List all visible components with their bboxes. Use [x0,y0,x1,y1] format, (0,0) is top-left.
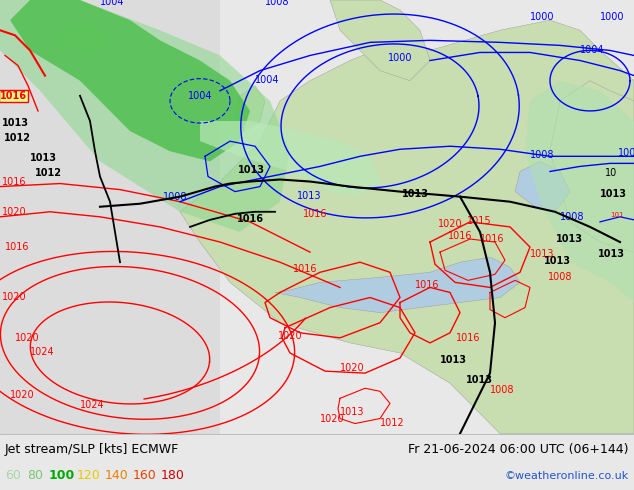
Text: Jet stream/SLP [kts] ECMWF: Jet stream/SLP [kts] ECMWF [5,443,179,456]
Text: 1000: 1000 [530,12,555,22]
Text: 1000: 1000 [600,12,624,22]
Text: 1015: 1015 [467,216,491,226]
Text: 1004: 1004 [188,91,212,101]
Polygon shape [0,0,290,232]
Text: 1013: 1013 [600,189,627,198]
Text: 1020: 1020 [10,391,35,400]
Text: 1008: 1008 [618,148,634,158]
Text: ©weatheronline.co.uk: ©weatheronline.co.uk [505,471,629,481]
Text: 1004: 1004 [580,46,604,55]
Polygon shape [550,81,634,252]
Text: 1020: 1020 [340,363,365,373]
Text: 1013: 1013 [598,249,625,259]
Text: 1016: 1016 [237,214,264,224]
Text: 1016: 1016 [415,280,439,291]
Text: 1016: 1016 [293,264,318,274]
Polygon shape [330,0,430,81]
Text: 1008: 1008 [548,272,573,282]
Text: 1016: 1016 [5,242,30,252]
Text: 1008: 1008 [530,150,555,160]
Text: 1013: 1013 [402,189,429,198]
Text: 1013: 1013 [556,234,583,244]
Text: 1013: 1013 [466,375,493,385]
Text: 1000: 1000 [388,52,413,63]
Text: 60: 60 [5,469,21,483]
Text: Fr 21-06-2024 06:00 UTC (06+144): Fr 21-06-2024 06:00 UTC (06+144) [408,443,629,456]
Text: 1013: 1013 [2,118,29,128]
Text: 1012: 1012 [4,133,31,143]
Text: 1020: 1020 [278,331,302,341]
Text: 1024: 1024 [30,347,55,357]
Text: 1016: 1016 [2,176,27,187]
Text: 1016: 1016 [456,333,481,343]
Polygon shape [235,86,265,131]
Polygon shape [10,0,250,161]
Text: 1013: 1013 [340,408,365,417]
Bar [0,0,220,434]
Polygon shape [275,257,520,313]
Polygon shape [515,161,570,212]
Text: 10: 10 [605,169,618,178]
Text: 1012: 1012 [35,169,62,178]
Text: 1013: 1013 [297,191,321,201]
Text: 1008: 1008 [265,0,290,7]
Text: 1020: 1020 [320,414,345,423]
Text: 1020: 1020 [2,207,27,217]
Text: 1013: 1013 [238,166,265,175]
Text: 1008: 1008 [560,212,585,222]
Text: 1020: 1020 [2,292,27,301]
Text: 180: 180 [161,469,185,483]
Text: 1012: 1012 [380,417,404,428]
Text: 1016: 1016 [448,231,472,241]
Text: 1004: 1004 [100,0,124,7]
Text: 101: 101 [610,212,623,218]
Text: 1024: 1024 [80,400,105,411]
Polygon shape [525,81,634,302]
Text: 1020: 1020 [438,219,463,229]
Text: 1013: 1013 [530,249,555,259]
Text: 100: 100 [49,469,75,483]
Text: 1013: 1013 [544,256,571,266]
Text: 1016: 1016 [480,234,505,244]
Text: 80: 80 [27,469,43,483]
Text: 1004: 1004 [255,74,280,85]
Text: 1020: 1020 [15,333,39,343]
Text: 160: 160 [133,469,157,483]
Polygon shape [180,20,634,434]
Text: 1016: 1016 [0,91,27,101]
Text: 1013: 1013 [30,153,57,163]
Polygon shape [200,121,380,196]
Text: 140: 140 [105,469,129,483]
Text: 1016: 1016 [303,209,328,219]
Text: 1008: 1008 [163,192,188,202]
Text: 1013: 1013 [440,355,467,365]
Text: 120: 120 [77,469,101,483]
Text: 1008: 1008 [490,385,515,395]
Polygon shape [55,20,110,55]
